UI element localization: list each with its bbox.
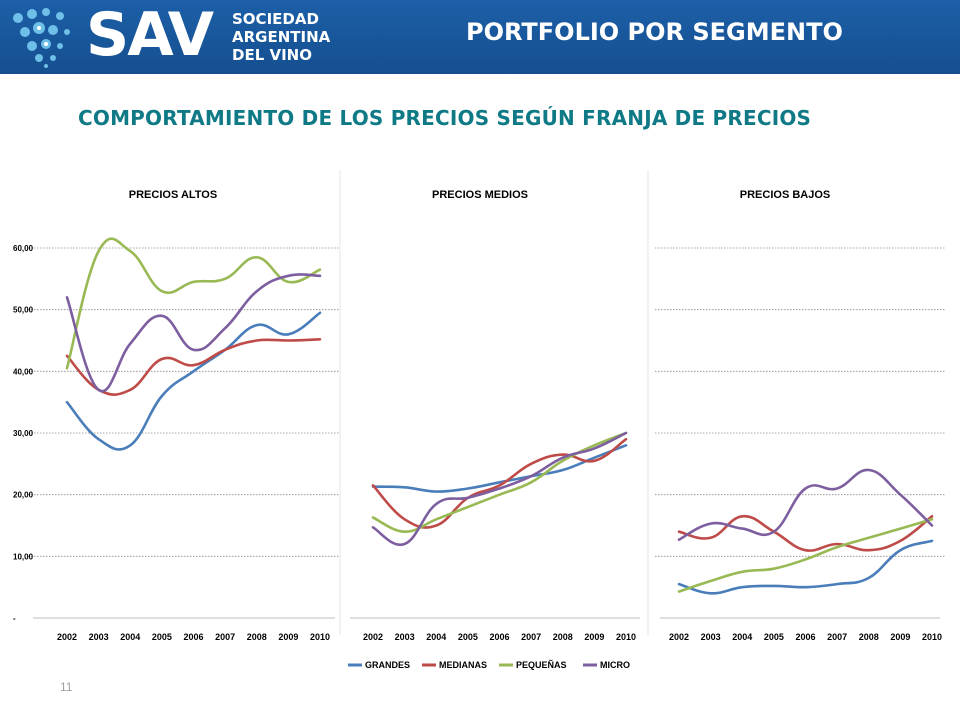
- y-tick-label: 50,00: [13, 306, 34, 315]
- logo-sav: SAV: [86, 0, 214, 70]
- legend-item-micro: MICRO: [583, 660, 630, 670]
- y-tick-label: 10,00: [13, 552, 34, 561]
- y-tick-label: 40,00: [13, 367, 34, 376]
- legend-label: GRANDES: [365, 660, 410, 670]
- legend-label: MEDIANAS: [439, 660, 487, 670]
- x-tick-label: 2002: [363, 632, 383, 642]
- legend-label: PEQUEÑAS: [516, 660, 567, 670]
- x-tick-label: 2002: [57, 632, 77, 642]
- chart-title: PRECIOS BAJOS: [740, 189, 830, 201]
- chart-title: PRECIOS MEDIOS: [432, 189, 528, 201]
- series-line-grandes: [677, 539, 934, 595]
- x-tick-label: 2004: [426, 632, 446, 642]
- logo-line-1: SOCIEDAD: [232, 10, 319, 28]
- logo-line-2: ARGENTINA: [232, 28, 331, 46]
- x-tick-label: 2009: [890, 632, 910, 642]
- x-tick-label: 2005: [764, 632, 784, 642]
- chart-precios-medios: PRECIOS MEDIOS 2002 2003 2004 2005 2006 2007 20…: [350, 189, 640, 642]
- x-tick-label: 2003: [395, 632, 415, 642]
- page-number: 11: [60, 680, 73, 694]
- header-bar: SAV SOCIEDAD ARGENTINA DEL VINO PORTFOLI…: [0, 0, 960, 74]
- series-line-micro: [65, 273, 322, 393]
- x-tick-label: 2007: [827, 632, 847, 642]
- legend-label: MICRO: [600, 660, 630, 670]
- x-tick-label: 2010: [310, 632, 330, 642]
- series-line-medianas: [677, 514, 934, 552]
- legend-item-grandes: GRANDES: [348, 660, 410, 670]
- series-line-pequenas: [371, 431, 628, 534]
- x-tick-label: 2007: [521, 632, 541, 642]
- x-tick-label: 2008: [553, 632, 573, 642]
- x-tick-label: 2009: [278, 632, 298, 642]
- x-tick-label: 2005: [152, 632, 172, 642]
- y-tick-label: 30,00: [13, 429, 34, 438]
- charts-area: PRECIOS ALTOS - 10,00 20,00 30,00 40,00 50,00 6…: [0, 170, 960, 682]
- chart-precios-altos: PRECIOS ALTOS - 10,00 20,00 30,00 40,00 50,00 6…: [13, 189, 340, 642]
- series-line-pequenas: [677, 518, 934, 593]
- page-subtitle: COMPORTAMIENTO DE LOS PRECIOS SEGÚN FRAN…: [78, 106, 812, 130]
- chart-legend: GRANDES MEDIANAS PEQUEÑAS MICRO: [348, 660, 630, 670]
- chart-title: PRECIOS ALTOS: [129, 189, 217, 201]
- legend-item-pequenas: PEQUEÑAS: [499, 660, 567, 670]
- page-title: PORTFOLIO POR SEGMENTO: [466, 18, 843, 46]
- series-line-medianas: [65, 338, 322, 396]
- y-tick-label: 60,00: [13, 244, 34, 253]
- x-tick-label: 2006: [489, 632, 509, 642]
- x-tick-label: 2008: [247, 632, 267, 642]
- grape-dots-icon: [13, 8, 70, 68]
- y-tick-label: 20,00: [13, 491, 34, 500]
- x-tick-label: 2002: [669, 632, 689, 642]
- chart-precios-bajos: PRECIOS BAJOS 2002 2003 2004 2005 2006 2007 200…: [655, 189, 945, 642]
- series-line-grandes: [65, 311, 322, 451]
- x-tick-label: 2009: [584, 632, 604, 642]
- x-tick-label: 2010: [616, 632, 636, 642]
- y-tick-label: -: [13, 614, 16, 623]
- x-tick-label: 2006: [183, 632, 203, 642]
- x-tick-label: 2006: [795, 632, 815, 642]
- legend-item-medianas: MEDIANAS: [422, 660, 487, 670]
- logo-organization-name: SOCIEDAD ARGENTINA DEL VINO: [232, 10, 330, 64]
- series-line-micro: [677, 468, 934, 541]
- x-tick-label: 2008: [859, 632, 879, 642]
- logo-line-3: DEL VINO: [232, 46, 312, 64]
- x-tick-label: 2007: [215, 632, 235, 642]
- series-line-medianas: [371, 437, 628, 529]
- x-tick-label: 2003: [89, 632, 109, 642]
- series-line-pequenas: [65, 237, 322, 370]
- x-tick-label: 2003: [701, 632, 721, 642]
- x-tick-label: 2004: [732, 632, 752, 642]
- x-tick-label: 2005: [458, 632, 478, 642]
- x-tick-label: 2010: [922, 632, 942, 642]
- x-tick-label: 2004: [120, 632, 140, 642]
- series-line-micro: [371, 431, 628, 547]
